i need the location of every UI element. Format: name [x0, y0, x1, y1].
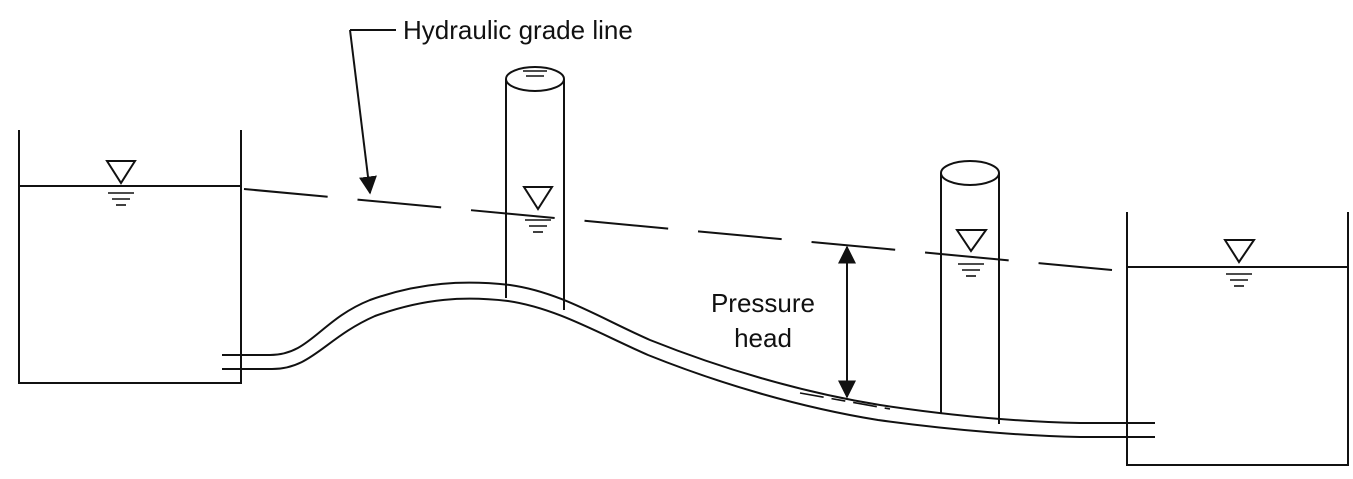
pipe-bottom-wall: [222, 297, 1155, 438]
hgl-annotation: Hydraulic grade line: [349, 15, 633, 195]
hgl-label: Hydraulic grade line: [403, 15, 633, 45]
piezometer-1: [505, 66, 565, 310]
pipe: [222, 281, 1155, 438]
pressure-head-label-line1: Pressure: [711, 288, 815, 318]
water-level-icon: [105, 160, 137, 206]
piezometer-2: [940, 160, 1000, 424]
water-level-icon: [522, 186, 554, 233]
water-level-icon: [1223, 239, 1256, 287]
right-reservoir: [1126, 212, 1349, 466]
pipe-centerline-dash: [799, 392, 891, 410]
pipe-top-wall: [222, 281, 1155, 424]
pressure-head-label-line2: head: [734, 323, 792, 353]
water-level-icon: [955, 229, 988, 277]
pressure-head-annotation: Pressure head: [711, 245, 856, 399]
left-reservoir: [18, 130, 242, 384]
hydraulic-grade-line: [243, 188, 1113, 271]
